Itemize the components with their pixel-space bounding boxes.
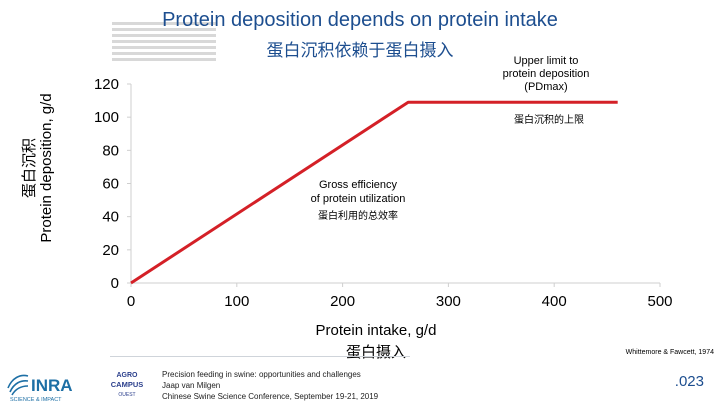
y-tick-label: 20: [102, 242, 119, 259]
x-axis-label-en: Protein intake, g/d: [315, 322, 437, 339]
x-tick-label: 500: [647, 293, 672, 310]
x-axis-label: Protein intake, g/d 蛋白摄入: [256, 320, 496, 364]
x-tick-label: 400: [542, 293, 567, 310]
footer-line1: Precision feeding in swine: opportunitie…: [162, 370, 361, 379]
x-axis-label-cn: 蛋白摄入: [345, 344, 406, 361]
y-tick-label: 60: [102, 176, 119, 193]
inra-logo-mark: [7, 374, 29, 396]
annotation-gross-efficiency: Gross efficiency of protein utilization: [272, 178, 444, 206]
footer-line2: Jaap van Milgen: [162, 381, 221, 390]
y-axis-label: 蛋白沉积 Protein deposition, g/d: [21, 68, 55, 268]
annotation-upper-line1: Upper limit to: [513, 55, 579, 67]
y-tick-label: 100: [94, 109, 119, 126]
chart-series: [130, 100, 618, 285]
annotation-upper-limit-cn: 蛋白沉积的上限: [514, 115, 584, 126]
y-tick-label: 0: [111, 275, 119, 292]
x-tick-label: 0: [127, 293, 135, 310]
x-tick-label: 300: [436, 293, 461, 310]
slide-number: .023: [674, 373, 704, 390]
annotation-gross-efficiency-cn: 蛋白利用的总效率: [318, 211, 398, 222]
deposition-line: [130, 100, 618, 285]
inra-logo: INRA SCIENCE & IMPACT: [7, 374, 73, 403]
slide-title: Protein deposition depends on protein in…: [162, 9, 558, 31]
x-tick-label: 100: [224, 293, 249, 310]
annotation-upper-limit: Upper limit to protein deposition (PDmax…: [482, 55, 610, 94]
inra-logo-tagline: SCIENCE & IMPACT: [10, 397, 62, 403]
y-axis-label-en: Protein deposition, g/d: [38, 93, 55, 243]
annotation-gross-line2: of protein utilization: [310, 193, 406, 205]
footer-line3: Chinese Swine Science Conference, Septem…: [162, 392, 379, 401]
footer-divider: [110, 356, 410, 357]
x-tick-label: 200: [330, 293, 355, 310]
footer-text: Precision feeding in swine: opportunitie…: [162, 369, 462, 402]
inra-logo-text: INRA: [31, 376, 73, 395]
campus-logo-line3: OUEST: [118, 392, 135, 398]
decorative-bars: [112, 22, 216, 68]
y-tick-label: 40: [102, 209, 119, 226]
chart-ticks: 0 20 40 60 80 100 120 0 100 200 300 400 500: [94, 76, 673, 310]
agrocampus-logo: AGRO CAMPUS OUEST: [111, 372, 144, 398]
annotation-upper-line3: (PDmax): [524, 81, 568, 93]
campus-logo-line1: AGRO: [117, 372, 139, 379]
y-tick-label: 120: [94, 76, 119, 93]
annotation-gross-line1: Gross efficiency: [318, 179, 398, 191]
y-tick-label: 80: [102, 142, 119, 159]
campus-logo-line2: CAMPUS: [111, 380, 144, 389]
y-axis-label-cn: 蛋白沉积: [21, 138, 38, 199]
slide-subtitle: 蛋白沉积依赖于蛋白摄入: [266, 41, 454, 60]
citation: Whittemore & Fawcett, 1974: [625, 349, 714, 356]
annotation-upper-line2: protein deposition: [502, 68, 590, 80]
